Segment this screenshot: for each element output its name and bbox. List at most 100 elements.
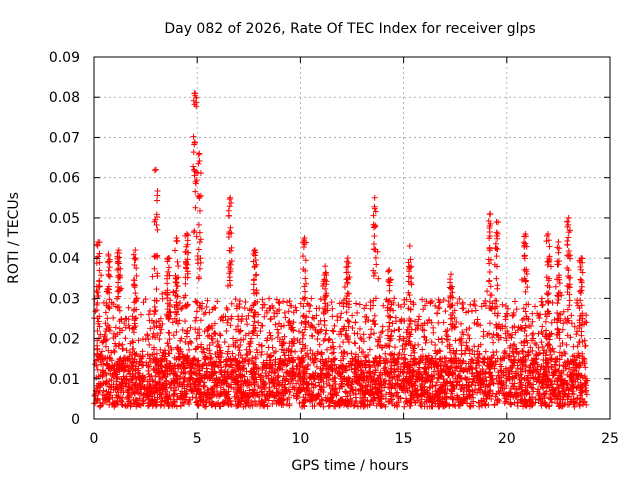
data-point-marker (395, 394, 402, 401)
data-point-marker (355, 367, 362, 374)
data-point-marker (474, 389, 481, 396)
data-point-marker (234, 323, 241, 330)
data-point-marker (505, 353, 512, 360)
y-tick-label: 0.01 (49, 372, 80, 388)
data-point-marker (242, 299, 249, 306)
data-point-marker (535, 330, 542, 337)
data-point-marker (371, 233, 378, 240)
data-point-marker (415, 316, 422, 323)
data-point-marker (551, 316, 558, 323)
data-point-marker (135, 337, 142, 344)
data-point-marker (274, 334, 281, 341)
data-point-marker (344, 290, 351, 297)
data-point-marker (459, 301, 466, 308)
data-point-marker (371, 317, 378, 324)
data-point-marker (212, 330, 219, 337)
data-point-marker (157, 330, 164, 337)
data-point-marker (530, 375, 537, 382)
x-axis-label: GPS time / hours (291, 458, 408, 474)
chart-title: Day 082 of 2026, Rate Of TEC Index for r… (164, 21, 535, 37)
data-point-marker (152, 307, 159, 314)
data-point-marker (330, 349, 337, 356)
data-point-marker (323, 327, 330, 334)
data-point-marker (206, 341, 213, 348)
data-point-marker (454, 300, 461, 307)
data-point-marker (440, 297, 447, 304)
data-point-marker (557, 343, 564, 350)
data-point-marker (302, 275, 309, 282)
data-point-marker (152, 166, 159, 173)
data-point-marker (167, 344, 174, 351)
data-point-marker (120, 355, 127, 362)
data-point-marker (556, 335, 563, 342)
data-point-marker (361, 353, 368, 360)
data-point-marker (583, 401, 590, 408)
data-point-marker (348, 350, 355, 357)
data-point-marker (493, 390, 500, 397)
data-point-marker (261, 313, 268, 320)
data-point-marker (554, 261, 561, 268)
data-point-marker (102, 309, 109, 316)
data-point-marker (193, 308, 200, 315)
data-point-marker (215, 363, 222, 370)
data-point-marker (299, 364, 306, 371)
data-point-marker (280, 322, 287, 329)
data-point-marker (356, 301, 363, 308)
data-point-marker (258, 348, 265, 355)
data-point-marker (492, 393, 499, 400)
data-point-marker (373, 261, 380, 268)
data-point-marker (502, 365, 509, 372)
data-point-marker (386, 287, 393, 294)
data-point-marker (154, 273, 161, 280)
data-point-marker (490, 339, 497, 346)
y-tick-label: 0.04 (49, 251, 80, 267)
data-point-marker (266, 329, 273, 336)
data-point-marker (497, 361, 504, 368)
data-point-marker (106, 264, 113, 271)
data-point-marker (196, 239, 203, 246)
data-point-marker (241, 305, 248, 312)
data-point-marker (212, 305, 219, 312)
data-point-marker (94, 342, 101, 349)
y-tick-label: 0.07 (49, 130, 80, 146)
data-point-marker (137, 352, 144, 359)
data-point-marker (184, 327, 191, 334)
data-point-marker (185, 232, 192, 239)
x-tick-label: 20 (498, 431, 516, 447)
data-point-marker (280, 298, 287, 305)
data-point-marker (145, 311, 152, 318)
data-point-marker (487, 320, 494, 327)
data-point-marker (193, 233, 200, 240)
data-point-marker (273, 392, 280, 399)
data-point-marker (322, 330, 329, 337)
data-point-marker (486, 268, 493, 275)
data-point-marker (522, 353, 529, 360)
data-point-marker (154, 226, 161, 233)
data-point-marker (132, 290, 139, 297)
data-point-marker (356, 345, 363, 352)
data-point-marker (200, 383, 207, 390)
data-point-marker (257, 328, 264, 335)
data-point-marker (222, 313, 229, 320)
data-point-marker (146, 355, 153, 362)
y-axis-label: ROTI / TECUs (6, 192, 22, 284)
data-point-marker (385, 268, 392, 275)
data-point-marker (403, 296, 410, 303)
data-point-marker (395, 372, 402, 379)
data-point-marker (546, 243, 553, 250)
data-point-marker (499, 301, 506, 308)
data-point-marker (183, 265, 190, 272)
data-point-marker (345, 374, 352, 381)
data-point-marker (146, 341, 153, 348)
data-point-marker (288, 302, 295, 309)
data-point-marker (553, 384, 560, 391)
data-point-marker (451, 402, 458, 409)
data-point-marker (93, 260, 100, 267)
data-point-marker (391, 373, 398, 380)
data-point-marker (236, 304, 243, 311)
data-point-marker (426, 384, 433, 391)
data-point-marker (466, 335, 473, 342)
data-point-marker (391, 327, 398, 334)
data-point-marker (354, 403, 361, 410)
data-point-marker (280, 349, 287, 356)
